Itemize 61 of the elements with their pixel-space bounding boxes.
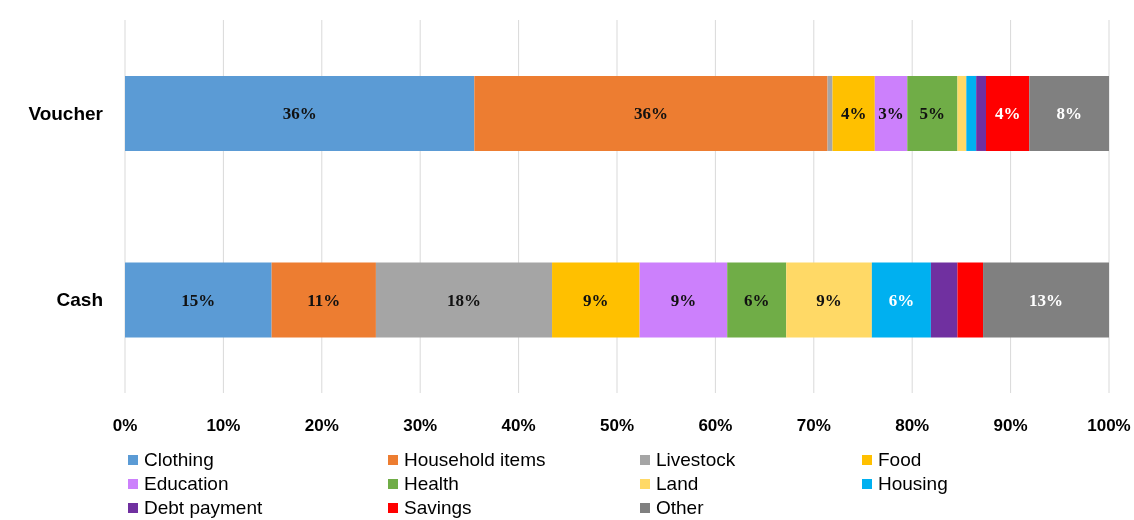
data-label: 5% (919, 104, 946, 124)
data-label: 6% (743, 290, 770, 310)
x-tick-label: 80% (895, 416, 930, 436)
x-tick-label: 0% (112, 416, 138, 436)
legend-label: Education (144, 472, 229, 496)
y-tick-label: Cash (56, 289, 103, 311)
legend-label: Savings (404, 496, 472, 520)
bar (986, 75, 1030, 151)
bar (871, 262, 931, 338)
x-tick-label: 20% (304, 416, 339, 436)
x-tick-label: 60% (698, 416, 733, 436)
data-label: 36% (633, 104, 668, 124)
data-label: 3% (878, 104, 904, 124)
bar (907, 75, 958, 151)
legend-label: Debt payment (144, 496, 263, 520)
data-label: 4% (840, 104, 867, 124)
x-tick-label: 90% (993, 416, 1028, 436)
data-label: 15% (181, 290, 216, 310)
bar (976, 75, 986, 151)
legend-label: Housing (878, 472, 948, 496)
legend-label: Livestock (656, 448, 736, 472)
x-tick-label: 40% (501, 416, 536, 436)
bar (375, 262, 553, 338)
bar (271, 262, 376, 338)
bar (727, 262, 787, 338)
legend-label: Household items (404, 448, 546, 472)
bar (832, 75, 875, 151)
data-label: 18% (446, 290, 481, 310)
bar (786, 262, 872, 338)
bar (957, 262, 984, 338)
x-tick-label: 70% (796, 416, 831, 436)
x-tick-label: 30% (403, 416, 438, 436)
legend-label: Health (404, 472, 459, 496)
bar (983, 262, 1109, 338)
data-label: 6% (888, 290, 915, 310)
data-label: 8% (1056, 104, 1082, 124)
data-label: 11% (307, 290, 341, 310)
data-label: 13% (1029, 290, 1064, 310)
data-label: 9% (670, 290, 697, 310)
bar (957, 75, 967, 151)
data-label: 9% (816, 290, 842, 310)
legend-label: Other (656, 496, 704, 520)
legend-label: Land (656, 472, 699, 496)
bar (966, 75, 977, 151)
bar (474, 75, 828, 151)
x-tick-label: 10% (206, 416, 241, 436)
bar (639, 262, 728, 338)
x-tick-label: 50% (599, 416, 635, 436)
bar (930, 262, 958, 338)
y-tick-label: Voucher (28, 103, 104, 124)
bar (552, 262, 640, 338)
data-label: 4% (994, 104, 1021, 124)
bar (874, 75, 908, 151)
x-tick-label: 100% (1087, 416, 1131, 436)
bar (125, 75, 475, 151)
data-label: 36% (282, 104, 317, 124)
legend-label: Food (878, 448, 922, 472)
bar (1029, 75, 1109, 151)
data-label: 9% (583, 290, 609, 310)
bar (125, 262, 272, 338)
legend-label: Clothing (144, 448, 214, 472)
